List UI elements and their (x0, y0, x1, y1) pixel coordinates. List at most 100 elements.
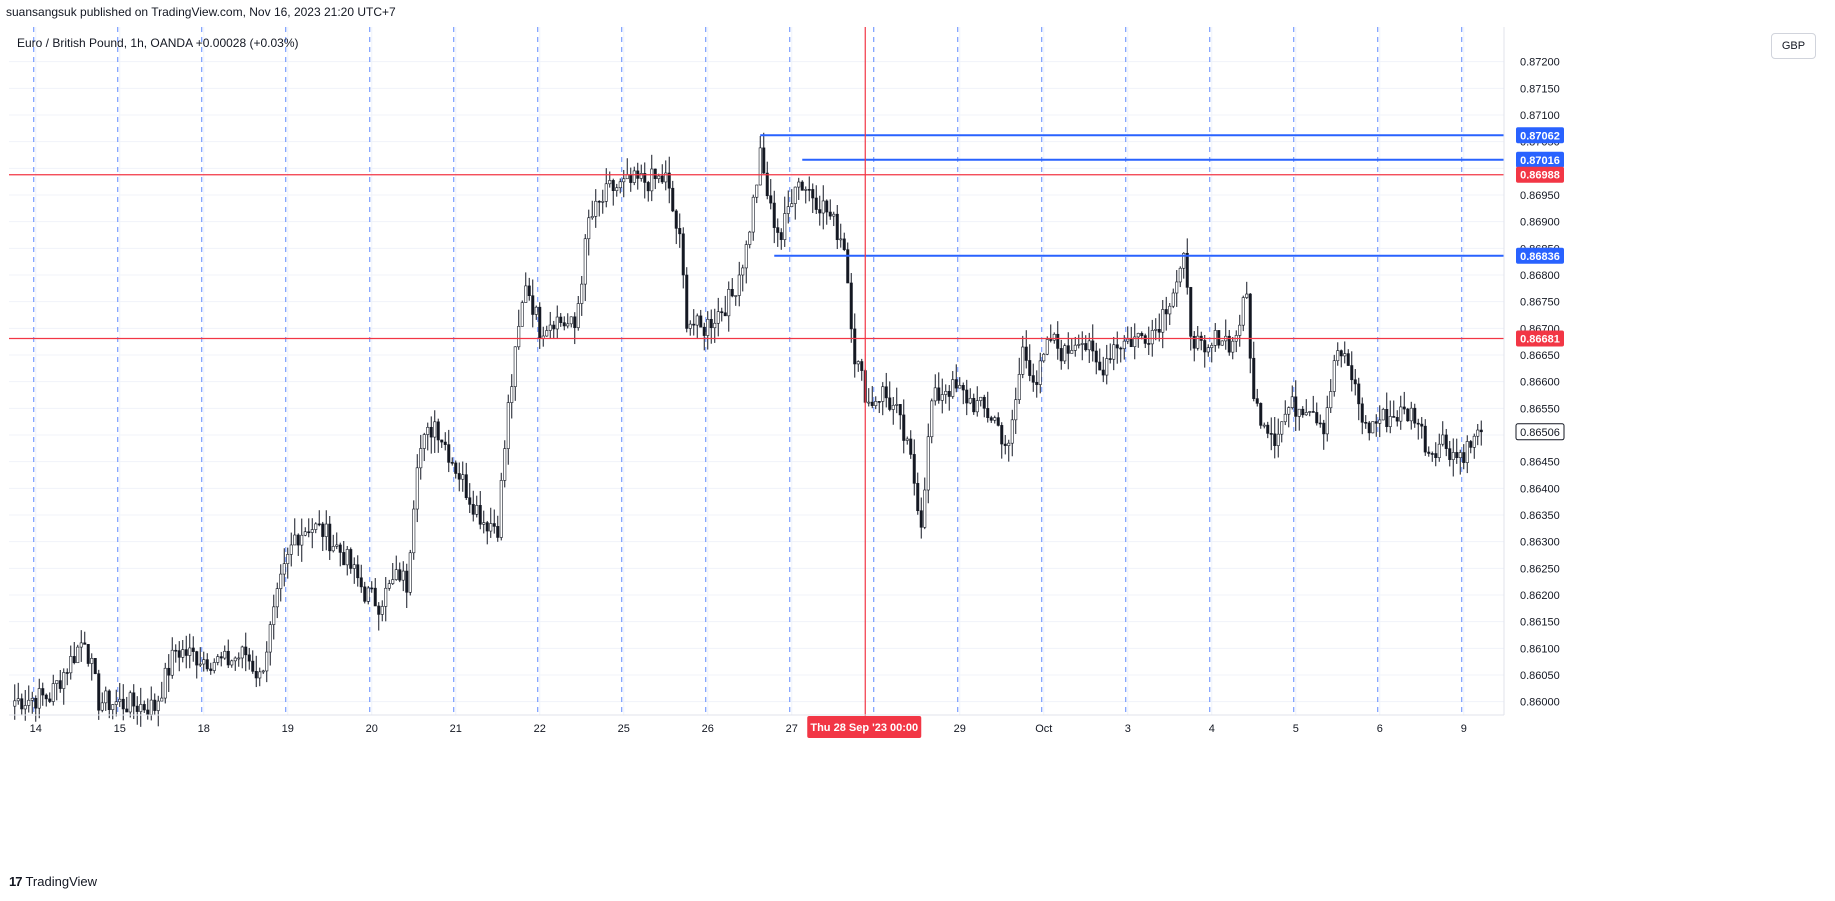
candle-body (587, 217, 591, 240)
candle-body (135, 705, 139, 712)
candle-body (1231, 340, 1235, 353)
candle-body (268, 624, 272, 653)
time-tick-label: Oct (1035, 723, 1052, 735)
candle-body (891, 404, 895, 410)
price-level-label-text: 0.87062 (1520, 130, 1560, 142)
candle-body (531, 295, 535, 315)
candle-body (765, 172, 769, 197)
candle-body (447, 444, 451, 463)
candle-body (828, 211, 832, 217)
candle-body (384, 587, 388, 607)
candle-body (1112, 344, 1116, 360)
price-level-label[interactable] (1516, 151, 1564, 168)
candle-body (1094, 350, 1098, 363)
candle-body (1371, 421, 1375, 434)
candle-body (51, 683, 55, 702)
time-tick-label: 29 (954, 723, 966, 735)
candle-body (1017, 374, 1021, 400)
candle-body (62, 672, 66, 689)
candle-body (83, 642, 87, 645)
candle-body (457, 473, 461, 480)
candle-body (1259, 403, 1263, 426)
candle-body (538, 306, 542, 339)
candle-body (874, 401, 878, 406)
candle-body (594, 200, 598, 217)
candle-body (58, 680, 62, 689)
price-level-label[interactable] (1516, 127, 1564, 144)
time-tick-label: 9 (1461, 723, 1467, 735)
tradingview-logo-icon: 17 (9, 874, 23, 889)
candle-body (1245, 293, 1249, 298)
candle-body (93, 658, 97, 675)
candle-body (552, 324, 556, 330)
candle-body (993, 417, 997, 421)
candle-body (1028, 360, 1032, 376)
price-level-label[interactable] (1516, 166, 1564, 183)
candle-body (370, 587, 374, 590)
price-tick-label: 0.86600 (1520, 377, 1560, 389)
candle-body (436, 421, 440, 441)
candle-body (1343, 353, 1347, 357)
candle-body (769, 195, 773, 204)
last-price-label (1515, 423, 1565, 441)
price-level-label[interactable] (1516, 330, 1564, 347)
candle-body (177, 650, 181, 658)
price-level-label[interactable] (1516, 247, 1564, 264)
candle-body (359, 577, 363, 588)
candle-body (646, 182, 650, 192)
candle-body (104, 690, 108, 704)
candle-body (492, 523, 496, 527)
candle-body (818, 209, 822, 214)
candle-body (1322, 422, 1326, 435)
candle-body (678, 228, 682, 235)
time-tick-label: 20 (366, 723, 378, 735)
time-tick-label: 22 (534, 723, 546, 735)
candle-body (489, 523, 493, 532)
currency-button[interactable]: GBP (1771, 33, 1816, 59)
candle-body (237, 657, 241, 660)
candle-body (324, 523, 328, 537)
candle-body (898, 404, 902, 416)
price-tick-label: 0.86750 (1520, 297, 1560, 309)
candle-body (534, 306, 538, 315)
candle-body (482, 522, 486, 525)
candle-body (1105, 358, 1109, 376)
candle-body (335, 544, 339, 547)
time-tick-label: 18 (198, 723, 210, 735)
candle-body (1150, 330, 1154, 345)
candle-body (1294, 396, 1298, 417)
price-tick-label: 0.86000 (1520, 697, 1560, 709)
chart-area[interactable]: 0.86000 0.86050 0.86100 0.86150 0.86200 0.862… (9, 27, 1829, 867)
candle-body (881, 386, 885, 402)
candle-body (811, 189, 815, 199)
candle-body (363, 586, 367, 602)
candle-body (555, 316, 559, 330)
candle-body (1332, 360, 1336, 392)
candle-body (300, 534, 304, 546)
candle-body (1007, 442, 1011, 446)
candle-body (825, 200, 829, 213)
candle-body (1406, 408, 1410, 422)
time-tick-label: 15 (114, 723, 126, 735)
candle-body (856, 361, 860, 365)
candle-body (156, 700, 160, 711)
candle-body (1339, 350, 1343, 357)
symbol-legend[interactable]: Euro / British Pound, 1h, OANDA +0.00028… (17, 36, 299, 50)
candle-body (1427, 451, 1431, 454)
candle-body (1448, 448, 1452, 460)
candle-body (240, 646, 244, 659)
candle-body (97, 673, 101, 711)
candle-body (1269, 433, 1273, 435)
candlestick-chart[interactable]: 0.86000 0.86050 0.86100 0.86150 0.86200 0.862… (9, 27, 1829, 867)
candle-body (1283, 413, 1287, 423)
candle-body (839, 238, 843, 241)
candle-body (443, 441, 447, 445)
candle-body (947, 390, 951, 397)
candle-body (282, 563, 286, 575)
candle-body (650, 168, 654, 192)
tradingview-brand[interactable]: 17 TradingView (9, 874, 97, 889)
candle-body (527, 285, 531, 297)
candle-body (1126, 338, 1130, 342)
candle-body (912, 454, 916, 484)
candle-body (1311, 411, 1315, 413)
